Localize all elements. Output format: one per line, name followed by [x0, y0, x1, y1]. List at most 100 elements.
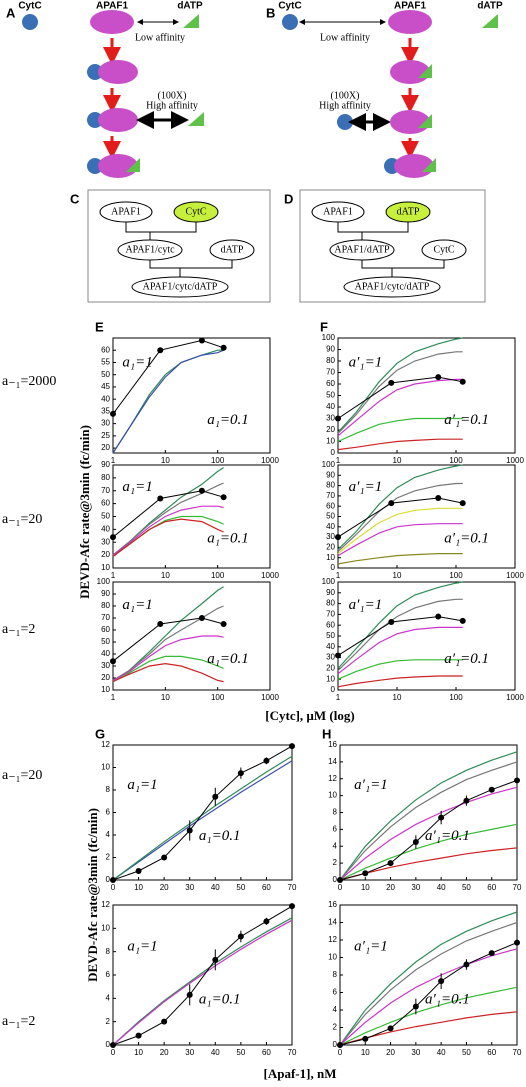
diagram-a: A CytC APAF1 dATP Low affinity (100X) Hi…	[6, 1, 204, 178]
y-tick-label: 8	[106, 947, 111, 956]
y-tick-label: 2	[333, 858, 338, 867]
x-tick-label: 10	[393, 456, 402, 465]
data-point	[435, 374, 442, 381]
curve	[339, 823, 518, 881]
curve	[339, 786, 518, 881]
data-point	[488, 786, 495, 793]
x-tick-label: 100	[211, 456, 225, 465]
node-label: CytC	[433, 244, 454, 255]
frame	[87, 189, 271, 303]
node-label: dATP	[221, 244, 244, 255]
x-tick-label: 1	[336, 571, 341, 580]
fold: (100X)	[158, 90, 187, 101]
affinity-low: Low affinity	[135, 32, 185, 43]
x-tick-label: 40	[437, 883, 446, 892]
y-tick-label: 70	[101, 486, 110, 495]
x-axis-label: [Apaf-1], nM	[264, 1066, 337, 1081]
y-tick-label: 20	[326, 425, 335, 434]
x-tick-label: 40	[437, 1048, 446, 1057]
y-tick-label: 4	[106, 993, 111, 1002]
x-tick-label: 10	[161, 571, 170, 580]
curve	[337, 659, 463, 680]
annotation: a₁=0.1	[207, 412, 249, 428]
curve	[339, 751, 518, 881]
y-tick-label: 0	[333, 875, 338, 884]
data-point	[459, 617, 466, 624]
data-point	[387, 1025, 394, 1032]
y-tick-label: 0	[106, 875, 111, 884]
y-tick-label: 50	[326, 631, 335, 640]
curve	[339, 942, 518, 1046]
y-tick-label: 4	[333, 1005, 338, 1014]
data-point	[412, 839, 419, 846]
curve	[112, 905, 293, 1046]
y-tick-label: 12	[328, 935, 337, 944]
curve	[337, 598, 463, 672]
data-point	[435, 613, 442, 620]
y-tick-label: 12	[328, 774, 337, 783]
x-tick-label: 20	[160, 1048, 169, 1057]
cytc	[282, 14, 298, 30]
annotation: a₁=1	[122, 479, 152, 495]
data-point	[388, 618, 395, 625]
curve	[112, 745, 293, 881]
curve	[112, 662, 224, 683]
y-tick-label: 25	[101, 431, 110, 440]
x-tick-label: 70	[513, 883, 522, 892]
curve	[337, 464, 463, 550]
y-tick-label: 8	[106, 785, 111, 794]
affinity-high: High affinity	[319, 100, 371, 111]
plot-frame	[112, 337, 271, 454]
x-tick-label: 50	[236, 883, 245, 892]
annotation: a′₁=0.1	[425, 992, 470, 1008]
data-point	[335, 415, 341, 422]
curve	[112, 760, 293, 881]
data-point	[388, 379, 395, 386]
x-tick-label: 50	[462, 883, 471, 892]
apaf1	[388, 10, 432, 34]
row-label: a₋₁=20	[2, 768, 42, 783]
data-point	[335, 534, 341, 541]
data-point	[337, 1042, 343, 1048]
y-tick-label: 16	[328, 740, 337, 749]
y-tick-label: 0	[106, 1040, 111, 1049]
y-tick-label: 60	[101, 499, 110, 508]
x-tick-label: 1	[336, 693, 341, 702]
curve	[112, 339, 224, 415]
datp	[422, 158, 436, 172]
curve	[337, 616, 463, 656]
x-tick-label: 30	[185, 1048, 194, 1057]
x-tick-label: 60	[262, 883, 271, 892]
annotation: a′₁=1	[354, 938, 388, 954]
y-tick-label: 30	[101, 537, 110, 546]
datp	[183, 14, 199, 28]
curve	[112, 482, 224, 556]
curve	[337, 523, 463, 557]
x-tick-label: 1000	[261, 571, 279, 580]
curve	[339, 779, 518, 881]
data-point	[161, 1018, 168, 1025]
y-tick-label: 10	[101, 563, 110, 572]
x-tick-label: 1	[111, 456, 116, 465]
x-tick-label: 10	[361, 883, 370, 892]
y-tick-label: 60	[101, 625, 110, 634]
x-tick-label: 0	[338, 883, 343, 892]
curve	[339, 847, 518, 881]
y-tick-label: 50	[326, 391, 335, 400]
data-point	[459, 500, 466, 507]
x-tick-label: 20	[386, 883, 395, 892]
data-point	[463, 961, 470, 968]
y-tick-label: 80	[326, 481, 335, 490]
curve	[337, 626, 463, 675]
curve	[337, 581, 463, 669]
cytc	[87, 64, 103, 80]
data-point	[337, 877, 343, 883]
curve	[339, 948, 518, 1046]
y-tick-label: 40	[326, 522, 335, 531]
panel-label: E	[95, 319, 104, 334]
data-point	[237, 933, 244, 940]
annotation: a′₁=0.1	[444, 531, 489, 547]
data-point	[110, 658, 116, 665]
y-tick-label: 0	[331, 685, 336, 694]
